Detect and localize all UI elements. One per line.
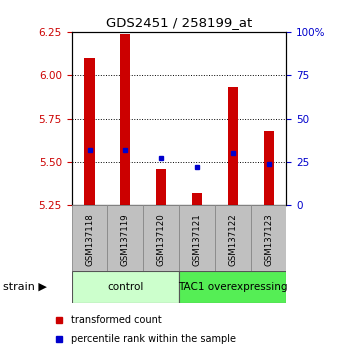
- Bar: [72, 271, 179, 303]
- Bar: [251, 205, 286, 271]
- Text: transformed count: transformed count: [71, 315, 162, 325]
- Text: control: control: [107, 282, 144, 292]
- Text: strain ▶: strain ▶: [3, 282, 47, 292]
- Bar: [264, 131, 273, 205]
- Bar: [192, 193, 202, 205]
- Bar: [85, 58, 94, 205]
- Bar: [143, 205, 179, 271]
- Bar: [72, 205, 107, 271]
- Title: GDS2451 / 258199_at: GDS2451 / 258199_at: [106, 16, 252, 29]
- Bar: [156, 169, 166, 205]
- Bar: [120, 34, 130, 205]
- Text: percentile rank within the sample: percentile rank within the sample: [71, 333, 236, 344]
- Text: GSM137119: GSM137119: [121, 213, 130, 266]
- Text: GSM137123: GSM137123: [264, 213, 273, 266]
- Bar: [179, 271, 286, 303]
- Text: TAC1 overexpressing: TAC1 overexpressing: [178, 282, 287, 292]
- Bar: [107, 205, 143, 271]
- Bar: [179, 205, 215, 271]
- Text: GSM137121: GSM137121: [192, 213, 202, 266]
- Text: GSM137120: GSM137120: [157, 213, 166, 266]
- Text: GSM137118: GSM137118: [85, 213, 94, 266]
- Bar: [215, 205, 251, 271]
- Bar: [228, 87, 238, 205]
- Text: GSM137122: GSM137122: [228, 213, 237, 266]
